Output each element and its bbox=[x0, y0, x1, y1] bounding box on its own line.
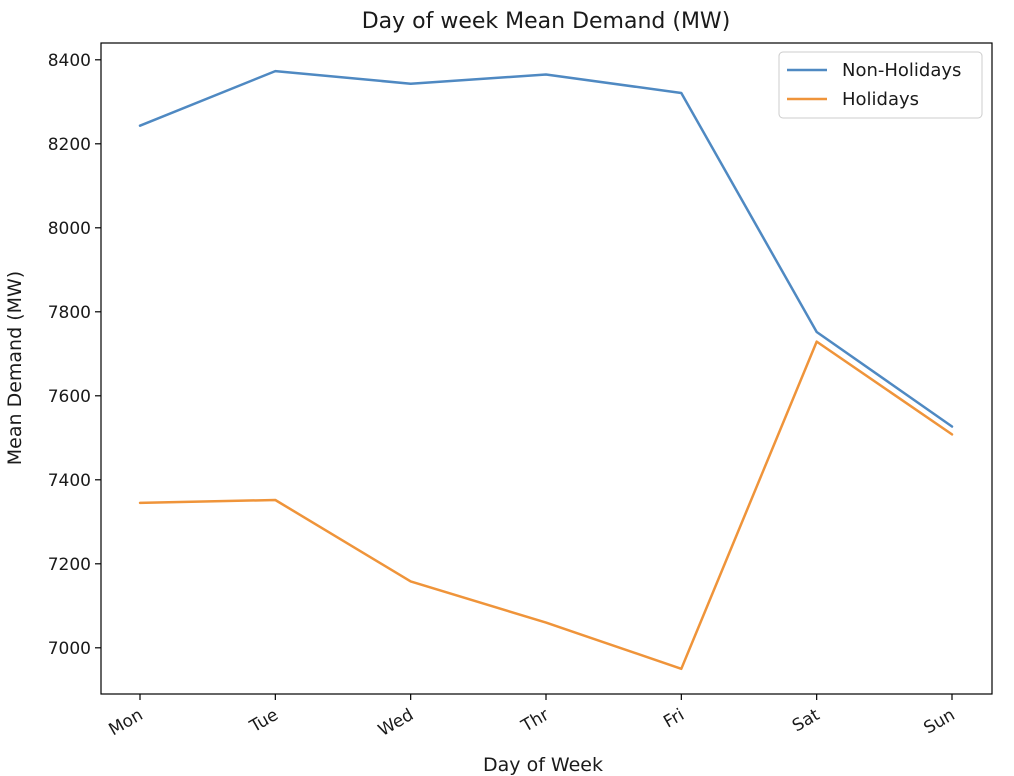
x-tick-label: Fri bbox=[660, 705, 688, 732]
y-tick-label: 7600 bbox=[48, 387, 91, 407]
legend-box bbox=[778, 51, 983, 119]
series-lines bbox=[138, 69, 954, 671]
x-axis-label: Day of Week bbox=[483, 754, 603, 776]
plot-frame bbox=[100, 42, 993, 695]
x-tick-label: Thr bbox=[517, 705, 552, 737]
y-axis: 7000 7200 7400 7600 7800 8000 8200 8400 bbox=[48, 51, 101, 659]
y-tick-label: 7800 bbox=[48, 303, 91, 323]
legend-label-non-holidays: Non-Holidays bbox=[842, 60, 961, 81]
y-axis-label: Mean Demand (MW) bbox=[4, 271, 26, 465]
y-tick-label: 7000 bbox=[48, 639, 91, 659]
y-tick-label: 8200 bbox=[48, 135, 91, 155]
y-tick-label: 8000 bbox=[48, 219, 91, 239]
y-tick-label: 7200 bbox=[48, 555, 91, 575]
x-axis: Mon Tue Wed Thr Fri Sat Sun bbox=[105, 694, 959, 741]
x-tick-label: Wed bbox=[375, 705, 417, 741]
series-line-non-holidays bbox=[138, 69, 954, 428]
x-tick-label: Tue bbox=[246, 705, 282, 737]
y-tick-label: 7400 bbox=[48, 471, 91, 491]
x-tick-label: Mon bbox=[105, 705, 146, 740]
legend: Non-Holidays Holidays bbox=[778, 51, 983, 119]
x-tick-label: Sun bbox=[920, 705, 958, 738]
chart-title: Day of week Mean Demand (MW) bbox=[362, 9, 731, 34]
series-line-holidays bbox=[138, 340, 954, 671]
y-tick-label: 8400 bbox=[48, 51, 91, 71]
legend-label-holidays: Holidays bbox=[842, 89, 919, 110]
x-tick-label: Sat bbox=[789, 705, 823, 736]
